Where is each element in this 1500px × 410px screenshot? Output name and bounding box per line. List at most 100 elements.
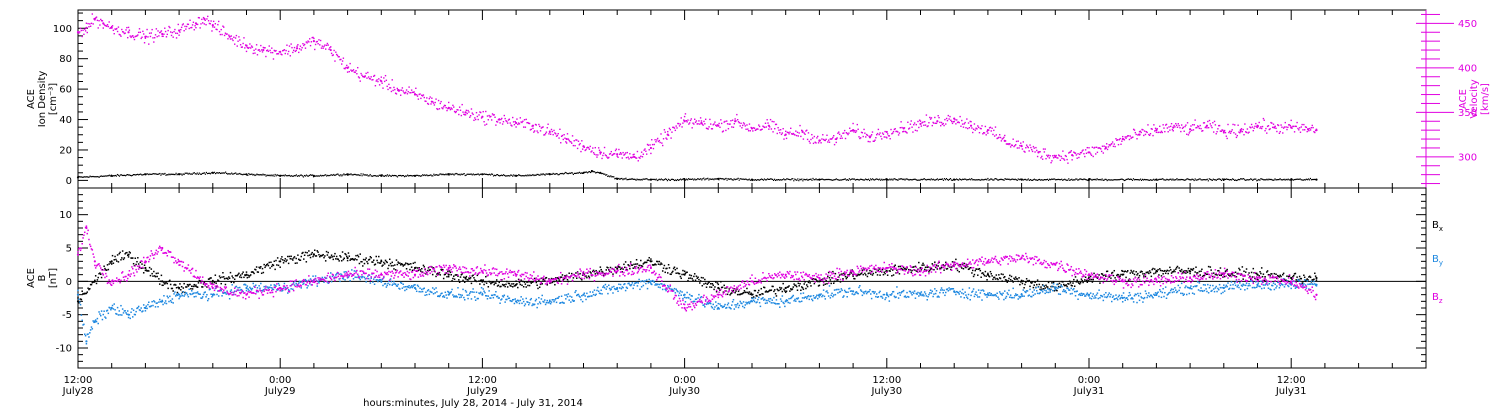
velocity-point: [552, 133, 554, 136]
velocity-point: [687, 119, 689, 121]
bx-point: [532, 281, 534, 283]
ion-density-point: [782, 179, 784, 181]
bx-point: [629, 261, 632, 263]
velocity-point: [650, 152, 652, 155]
ion-density-data-point: [1020, 178, 1023, 181]
bx-point: [286, 259, 288, 261]
ion-density-point: [209, 173, 212, 175]
velocity-data-point: [211, 24, 214, 27]
bx-point: [681, 273, 683, 276]
bx-point: [923, 264, 925, 266]
velocity-point: [180, 28, 182, 31]
bx-point: [242, 271, 244, 273]
velocity-point: [489, 116, 491, 118]
by-point: [97, 322, 99, 325]
ion-density-point: [954, 179, 957, 181]
bx-point: [267, 264, 270, 267]
bx-point: [1269, 275, 1271, 277]
ion-density-point: [967, 179, 969, 181]
bx-point: [1159, 269, 1162, 272]
velocity-data-point: [1290, 126, 1293, 129]
bx-point: [445, 272, 447, 274]
ion-density-point: [779, 179, 781, 181]
bx-data-point: [76, 300, 80, 303]
bx-data-point: [346, 256, 349, 260]
by-point: [324, 276, 326, 279]
velocity-point: [755, 128, 757, 131]
bx-point: [748, 291, 751, 293]
velocity-point: [882, 133, 885, 135]
by-point: [153, 300, 155, 302]
ion-density-point: [1191, 178, 1193, 180]
by-point: [300, 287, 303, 289]
ion-density-point: [329, 174, 331, 177]
ion-density-point: [440, 173, 442, 175]
velocity-point: [947, 114, 949, 117]
ion-density-point: [987, 177, 989, 180]
bx-point: [189, 283, 191, 286]
bx-point: [456, 274, 458, 276]
velocity-point: [193, 29, 195, 31]
ion-density-tick-label: 20: [59, 145, 72, 156]
velocity-point: [457, 109, 459, 111]
velocity-point: [782, 127, 784, 130]
bx-point: [1308, 275, 1311, 278]
ion-density-point: [268, 174, 270, 176]
bx-point: [1240, 273, 1243, 275]
ion-density-point: [771, 178, 774, 181]
bx-point: [831, 277, 833, 279]
by-point: [292, 282, 295, 284]
velocity-point: [615, 148, 618, 150]
bx-point: [775, 295, 778, 297]
by-point: [213, 294, 216, 296]
velocity-point: [1234, 124, 1236, 126]
b-tick-label: 5: [66, 244, 72, 255]
bx-point: [1101, 273, 1104, 275]
velocity-point: [262, 46, 265, 49]
velocity-point: [997, 137, 999, 139]
bx-point: [377, 261, 379, 264]
velocity-point: [797, 135, 800, 137]
by-point: [99, 313, 101, 315]
velocity-point: [188, 27, 190, 30]
velocity-point: [1074, 152, 1077, 154]
velocity-point: [1304, 126, 1307, 128]
bx-point: [320, 255, 323, 257]
bx-point: [1285, 279, 1287, 282]
ion-density-point: [910, 179, 912, 181]
ion-density-point: [830, 179, 832, 181]
ion-density-point: [920, 178, 922, 180]
velocity-point: [1267, 125, 1270, 127]
velocity-point: [1035, 146, 1037, 149]
velocity-point: [1130, 137, 1132, 139]
velocity-point: [784, 134, 786, 137]
bx-point: [579, 272, 581, 275]
ion-density-point: [942, 179, 945, 181]
ion-density-point: [1074, 179, 1076, 181]
ion-density-point: [681, 178, 684, 180]
ion-density-point: [419, 175, 421, 177]
bx-point: [105, 269, 107, 271]
velocity-point: [595, 154, 597, 156]
velocity-point: [742, 122, 745, 124]
velocity-point: [933, 122, 935, 124]
by-point: [278, 284, 281, 287]
bx-point: [1185, 272, 1187, 274]
velocity-point: [624, 153, 626, 156]
ion-density-point: [531, 174, 533, 176]
bx-point: [335, 258, 337, 260]
ion-density-point: [1046, 178, 1049, 180]
velocity-point: [658, 139, 661, 142]
ion-density-point: [1214, 179, 1216, 181]
bx-point: [255, 266, 258, 268]
bx-point: [889, 270, 891, 272]
velocity-point: [998, 136, 1000, 139]
bx-point: [1314, 275, 1317, 277]
velocity-point: [800, 135, 802, 138]
velocity-point: [580, 150, 582, 153]
bx-point: [483, 283, 485, 286]
bx-point: [1114, 277, 1116, 279]
bx-point: [386, 261, 388, 264]
velocity-point: [924, 121, 926, 123]
